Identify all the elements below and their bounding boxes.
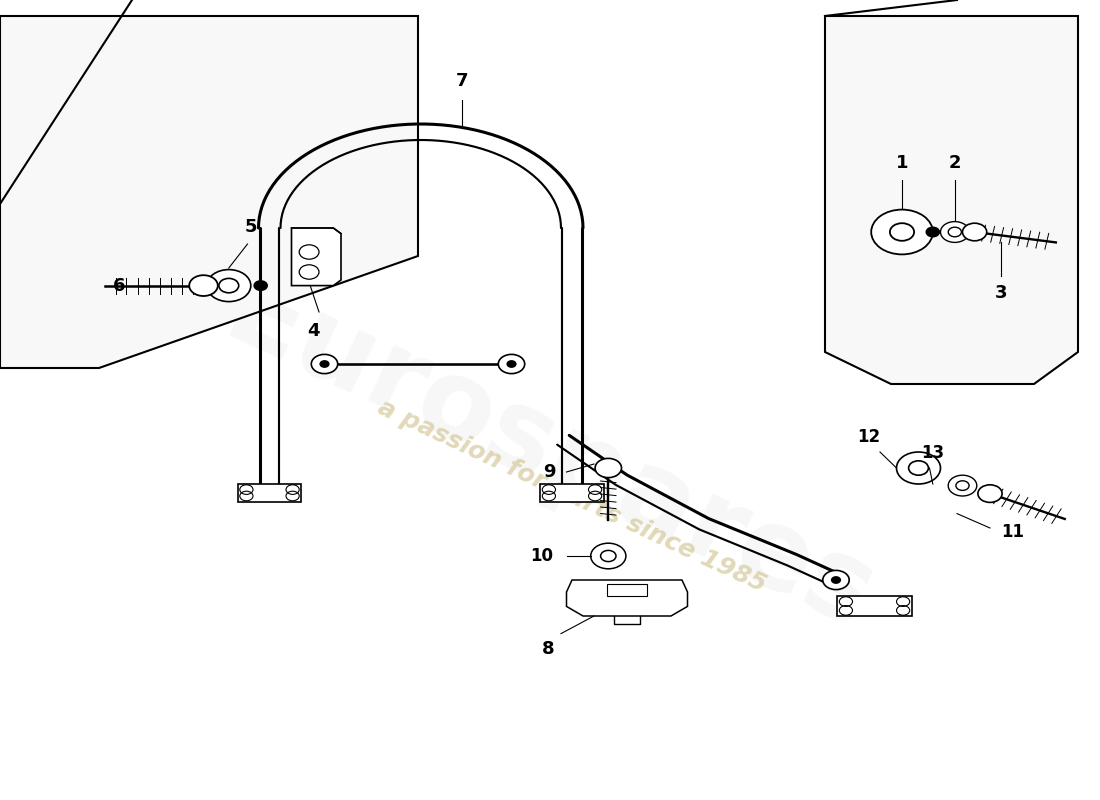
Circle shape <box>595 458 621 478</box>
Circle shape <box>871 210 933 254</box>
Circle shape <box>909 461 928 475</box>
Circle shape <box>956 481 969 490</box>
Circle shape <box>823 570 849 590</box>
Text: 1: 1 <box>895 154 909 172</box>
Circle shape <box>832 577 840 583</box>
Text: 6: 6 <box>112 277 125 294</box>
Polygon shape <box>0 16 418 368</box>
Circle shape <box>591 543 626 569</box>
Text: a passion for parts since 1985: a passion for parts since 1985 <box>374 395 770 597</box>
Text: 3: 3 <box>994 284 1008 302</box>
Text: 2: 2 <box>948 154 961 172</box>
Circle shape <box>320 361 329 367</box>
Text: 12: 12 <box>857 429 881 446</box>
Text: 5: 5 <box>244 218 257 236</box>
Circle shape <box>896 452 940 484</box>
Polygon shape <box>238 484 301 502</box>
Text: 11: 11 <box>1001 523 1024 541</box>
Polygon shape <box>825 16 1078 384</box>
Circle shape <box>962 223 987 241</box>
Circle shape <box>890 223 914 241</box>
Circle shape <box>254 281 267 290</box>
Text: 4: 4 <box>307 322 320 339</box>
Circle shape <box>948 475 977 496</box>
Polygon shape <box>566 580 688 616</box>
Polygon shape <box>292 228 341 286</box>
Circle shape <box>219 278 239 293</box>
Circle shape <box>498 354 525 374</box>
Circle shape <box>311 354 338 374</box>
Text: 8: 8 <box>541 640 554 658</box>
Circle shape <box>601 550 616 562</box>
Circle shape <box>926 227 939 237</box>
Circle shape <box>207 270 251 302</box>
Circle shape <box>940 222 969 242</box>
Polygon shape <box>540 484 604 502</box>
Text: 7: 7 <box>455 72 469 90</box>
Polygon shape <box>837 596 912 616</box>
Circle shape <box>507 361 516 367</box>
Circle shape <box>948 227 961 237</box>
Text: 13: 13 <box>921 445 945 462</box>
Circle shape <box>189 275 218 296</box>
Text: 9: 9 <box>543 463 556 481</box>
Text: 10: 10 <box>530 547 553 565</box>
Text: Eurospares: Eurospares <box>209 259 891 653</box>
Circle shape <box>978 485 1002 502</box>
